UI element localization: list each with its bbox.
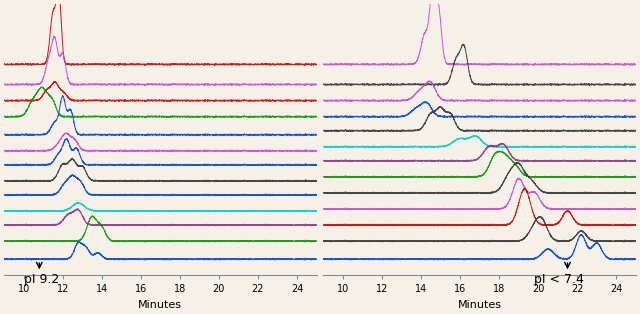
Text: pI 9.2: pI 9.2	[24, 273, 59, 286]
X-axis label: Minutes: Minutes	[458, 300, 502, 310]
X-axis label: Minutes: Minutes	[138, 300, 182, 310]
Text: pI < 7.4: pI < 7.4	[534, 273, 584, 286]
